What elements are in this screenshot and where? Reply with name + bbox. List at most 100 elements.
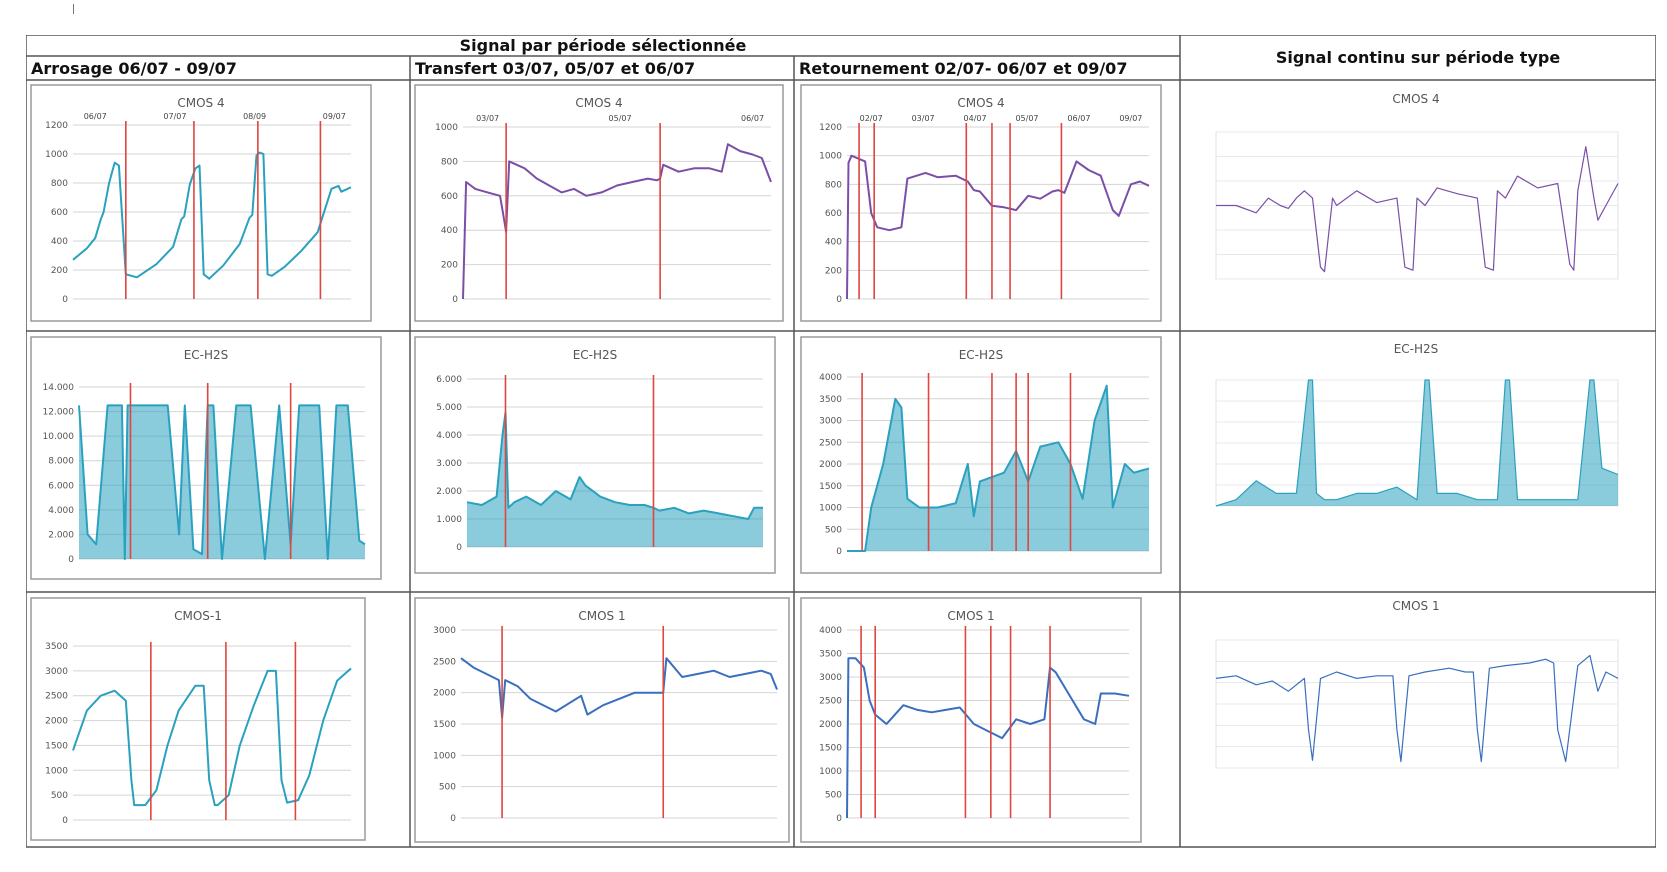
chart-title: CMOS 1 (1392, 599, 1439, 613)
chart-frame (414, 597, 790, 843)
chart-retournement-ech2s: EC-H2S 0 500 1000 1500 2000 2500 3000 3500 4000 (800, 336, 1162, 574)
chart-arrosage-cmos4: CMOS 4 0 200 400 600 800 1000 1200 06/07 07/07 08/… (30, 84, 372, 322)
y-tick-label: 400 (825, 238, 842, 248)
y-tick-label: 0 (836, 814, 842, 824)
y-tick-label: 0 (62, 816, 68, 826)
y-tick-label: 4000 (819, 626, 842, 636)
y-tick-label: 200 (51, 266, 68, 276)
y-tick-label: 400 (51, 237, 68, 247)
chart-title: CMOS 1 (947, 609, 994, 623)
y-tick-label: 0 (456, 543, 462, 553)
y-tick-label: 2500 (819, 438, 842, 448)
y-tick-label: 600 (51, 208, 68, 218)
chart-title: CMOS 1 (578, 609, 625, 623)
y-tick-label: 800 (825, 180, 842, 190)
column-header-arrosage: Arrosage 06/07 - 09/07 (31, 59, 237, 78)
y-tick-label: 1500 (819, 744, 842, 754)
series-area (79, 405, 365, 559)
chart-title: EC-H2S (573, 348, 618, 362)
chart-frame (800, 84, 1162, 322)
y-tick-label: 1.000 (436, 515, 462, 525)
y-tick-label: 2000 (819, 720, 842, 730)
y-tick-label: 1000 (435, 123, 458, 133)
y-tick-label: 12.000 (43, 408, 75, 418)
y-tick-label: 0 (62, 295, 68, 305)
y-tick-label: 3000 (433, 626, 456, 636)
y-tick-label: 4000 (819, 373, 842, 383)
chart-transfert-cmos1: CMOS 1 0 500 1000 1500 2000 2500 3000 (414, 597, 790, 843)
y-tick-label: 3000 (819, 673, 842, 683)
series-line (1216, 146, 1619, 273)
series-line (846, 657, 1130, 819)
y-tick-label: 1500 (45, 741, 68, 751)
margin-mark (73, 4, 74, 14)
chart-title: CMOS 4 (177, 96, 224, 110)
date-label: 03/07 (912, 114, 935, 123)
series-line (466, 411, 763, 520)
date-label: 05/07 (609, 114, 632, 123)
y-tick-label: 2.000 (436, 487, 462, 497)
chart-frame (414, 84, 784, 322)
series-area (847, 385, 1149, 551)
y-tick-label: 2000 (819, 460, 842, 470)
column-header-continu: Signal continu sur période type (1276, 48, 1561, 67)
y-tick-label: 500 (439, 783, 456, 793)
y-tick-label: 1200 (45, 121, 68, 131)
y-tick-label: 8.000 (48, 457, 74, 467)
series-line (72, 151, 352, 280)
date-label: 09/07 (323, 112, 346, 121)
chart-arrosage-ech2s: EC-H2S 0 2.000 4.000 6.000 8.000 10.000 12.000 1… (30, 336, 382, 580)
y-tick-label: 1500 (433, 720, 456, 730)
y-tick-label: 2500 (433, 657, 456, 667)
y-tick-label: 600 (441, 192, 458, 202)
y-tick-label: 0 (68, 555, 74, 565)
y-tick-label: 500 (825, 525, 842, 535)
y-tick-label: 6.000 (436, 375, 462, 385)
y-tick-label: 3500 (819, 650, 842, 660)
y-tick-label: 10.000 (43, 432, 75, 442)
y-tick-label: 200 (441, 261, 458, 271)
y-tick-label: 1200 (819, 123, 842, 133)
y-tick-label: 3500 (819, 395, 842, 405)
chart-title: EC-H2S (959, 348, 1004, 362)
chart-continu-ech2s: EC-H2S (1215, 342, 1619, 507)
figure-table: Signal par période sélectionnée Arrosage… (26, 35, 1656, 848)
y-tick-label: 2500 (45, 692, 68, 702)
date-label: 04/07 (964, 114, 987, 123)
series-line (72, 667, 352, 807)
y-tick-label: 0 (450, 814, 456, 824)
y-tick-label: 4.000 (436, 431, 462, 441)
series-line (1215, 654, 1619, 763)
y-tick-label: 2000 (45, 717, 68, 727)
y-tick-label: 800 (441, 157, 458, 167)
y-tick-label: 1000 (819, 504, 842, 514)
column-header-retournement: Retournement 02/07- 06/07 et 09/07 (799, 59, 1127, 78)
chart-title: CMOS-1 (174, 609, 222, 623)
column-header-transfert: Transfert 03/07, 05/07 et 06/07 (415, 59, 695, 78)
chart-title: CMOS 4 (575, 96, 622, 110)
y-tick-label: 2.000 (48, 530, 74, 540)
y-tick-label: 2000 (433, 689, 456, 699)
chart-title: CMOS 4 (1392, 92, 1439, 106)
y-tick-label: 1000 (819, 152, 842, 162)
y-tick-label: 3.000 (436, 459, 462, 469)
y-tick-label: 500 (825, 791, 842, 801)
table-frame (26, 35, 1656, 848)
date-label: 03/07 (476, 114, 499, 123)
y-tick-label: 4.000 (48, 506, 74, 516)
y-tick-label: 1000 (45, 766, 68, 776)
y-tick-label: 1000 (433, 751, 456, 761)
y-tick-label: 800 (51, 179, 68, 189)
y-tick-label: 0 (836, 295, 842, 305)
y-tick-label: 0 (452, 295, 458, 305)
chart-continu-cmos4: CMOS 4 (1215, 92, 1619, 280)
chart-frame (30, 597, 366, 841)
y-tick-label: 5.000 (436, 403, 462, 413)
date-label: 02/07 (860, 114, 883, 123)
y-tick-label: 3000 (45, 667, 68, 677)
y-tick-label: 2500 (819, 697, 842, 707)
y-tick-label: 1500 (819, 482, 842, 492)
y-tick-label: 3000 (819, 417, 842, 427)
date-label: 05/07 (1015, 114, 1038, 123)
date-label: 06/07 (1067, 114, 1090, 123)
